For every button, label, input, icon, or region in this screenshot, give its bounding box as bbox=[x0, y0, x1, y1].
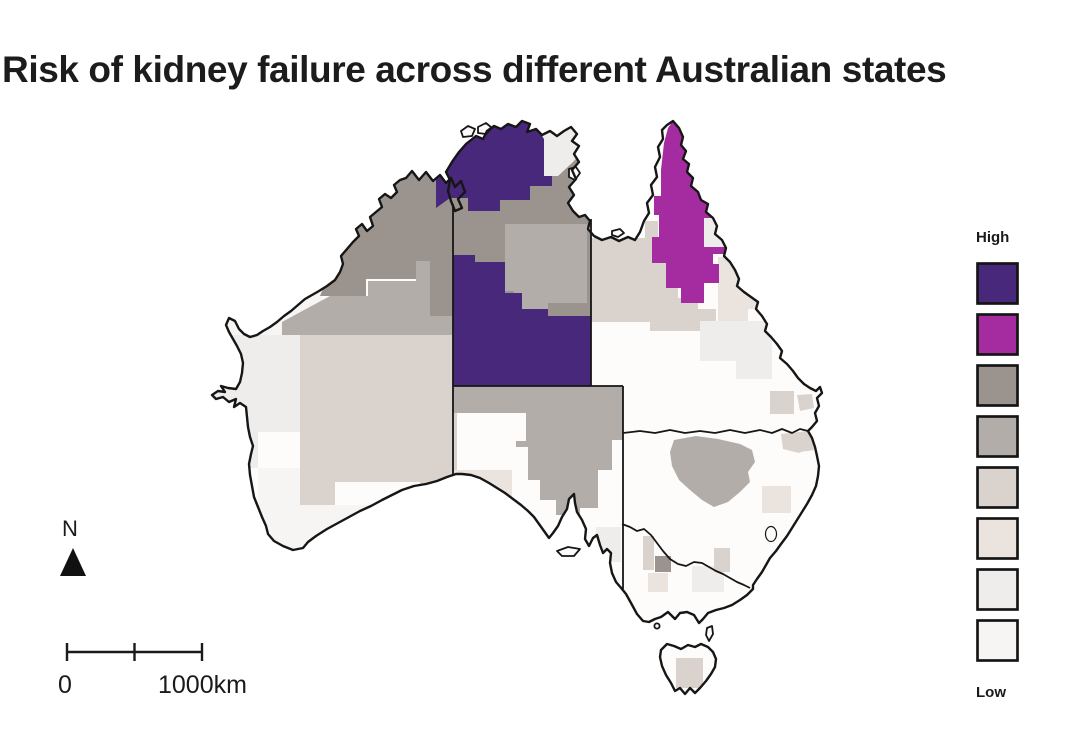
legend-swatch-6 bbox=[976, 517, 1019, 560]
region-sa-outback-north bbox=[453, 386, 623, 515]
region-wa-kimberley bbox=[320, 163, 457, 316]
scale-bar bbox=[65, 643, 204, 661]
act-border bbox=[764, 525, 778, 543]
tasmania-regions bbox=[676, 658, 703, 688]
legend-swatch-3-fill bbox=[976, 364, 1019, 407]
legend-swatch-1 bbox=[976, 262, 1019, 305]
region-nsw-far-west bbox=[670, 436, 755, 507]
legend-swatch-4-fill bbox=[976, 415, 1019, 458]
north-label: N bbox=[62, 516, 78, 541]
legend-swatch-5 bbox=[976, 466, 1019, 509]
legend-swatch-8-fill bbox=[976, 619, 1019, 662]
region-wa-pilbara bbox=[282, 261, 457, 335]
region-qld-coast-patch-1 bbox=[770, 391, 794, 414]
region-vic-central-gray bbox=[655, 556, 671, 572]
region-tas-central bbox=[676, 658, 703, 688]
north-arrow-icon bbox=[60, 548, 86, 576]
region-vic-west-strip bbox=[643, 536, 654, 570]
region-nsw-central-pale bbox=[762, 486, 791, 513]
legend-swatch-6-fill bbox=[976, 517, 1019, 560]
legend-high-label: High bbox=[976, 229, 1010, 246]
region-vic-gippsland-pale bbox=[692, 566, 724, 592]
legend-swatch-5-fill bbox=[976, 466, 1019, 509]
legend-swatch-7-fill bbox=[976, 568, 1019, 611]
choropleth-regions bbox=[212, 121, 814, 592]
kangaroo-island bbox=[556, 546, 581, 557]
region-nt-central-light bbox=[505, 224, 587, 314]
region-vic-northeast-beige bbox=[714, 548, 730, 572]
region-qld-gulf-country bbox=[591, 221, 716, 331]
page-title: Risk of kidney failure across different … bbox=[2, 48, 947, 90]
region-qld-central-west bbox=[718, 257, 773, 321]
risk-legend: High Low bbox=[976, 229, 1026, 701]
legend-low-label: Low bbox=[976, 684, 1006, 701]
mornington-island bbox=[611, 228, 625, 238]
legend-swatch-8 bbox=[976, 619, 1019, 662]
legend-swatch-1-fill bbox=[976, 262, 1019, 305]
islands bbox=[460, 122, 714, 642]
scale-start-label: 0 bbox=[58, 671, 72, 699]
region-vic-south-pale bbox=[648, 573, 668, 592]
legend-swatch-2-fill bbox=[976, 313, 1019, 356]
scale-end-label: 1000km bbox=[158, 671, 247, 699]
region-nt-central-purple bbox=[453, 255, 591, 386]
legend-swatch-4 bbox=[976, 415, 1019, 458]
state-borders bbox=[452, 204, 809, 589]
legend-swatch-7 bbox=[976, 568, 1019, 611]
region-qld-south-central-pale bbox=[700, 321, 772, 379]
flinders-island bbox=[705, 625, 714, 642]
legend-swatch-2 bbox=[976, 313, 1019, 356]
region-sa-west-beige bbox=[453, 470, 512, 509]
legend-swatch-3 bbox=[976, 364, 1019, 407]
region-qld-cape-york bbox=[652, 121, 728, 303]
region-qld-coast-patch-2 bbox=[797, 394, 814, 411]
region-nsw-coast-patch bbox=[799, 432, 814, 452]
region-wa-central-interior bbox=[300, 335, 457, 505]
king-island bbox=[653, 622, 661, 630]
